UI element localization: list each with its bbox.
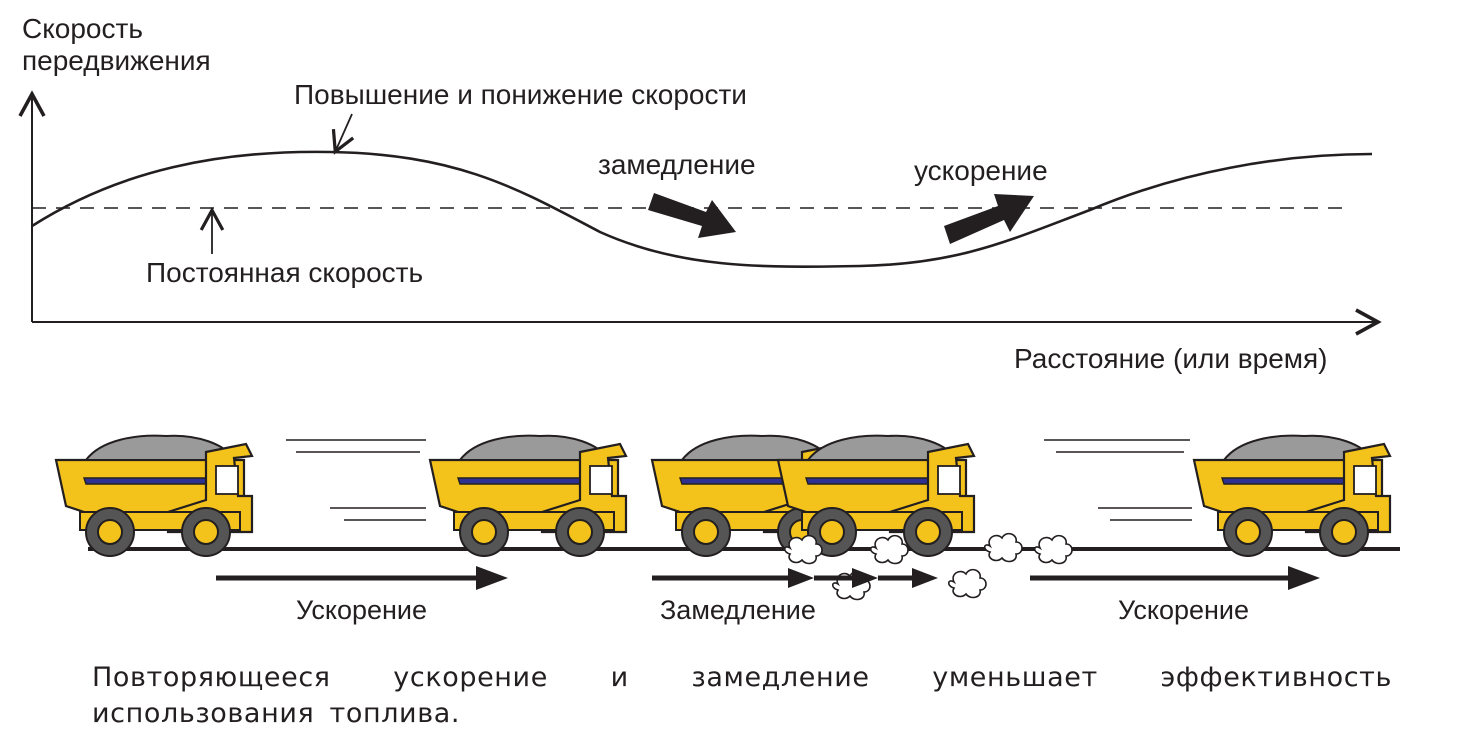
dust-puff <box>783 534 823 565</box>
dust-puff <box>869 534 909 565</box>
curve-label: Повышение и понижение скорости <box>294 79 747 110</box>
truck-1 <box>54 434 254 558</box>
phase-arrows <box>216 566 1320 590</box>
decel-arrow-icon <box>648 193 736 238</box>
dust-puff <box>1033 534 1073 565</box>
phase-label-decel: Замедление <box>660 595 816 625</box>
phase-label-accel-2: Ускорение <box>1118 595 1250 625</box>
y-axis-label-line1: Скорость <box>22 13 143 44</box>
x-axis-label: Расстояние (или время) <box>1014 343 1328 374</box>
dust-puff <box>947 568 987 599</box>
motion-lines <box>286 439 1192 521</box>
accel-arrow-icon <box>944 194 1034 244</box>
truck-2 <box>428 434 628 558</box>
y-axis-label-line2: передвижения <box>22 45 211 76</box>
curve-label-pointer <box>331 113 355 155</box>
speed-curve <box>31 150 1373 268</box>
accel-label: ускорение <box>914 155 1048 186</box>
decel-label: замедление <box>598 149 756 180</box>
caption: Повторяющееся ускорение и замедление уме… <box>92 662 1392 729</box>
constant-label: Постоянная скорость <box>146 257 424 288</box>
truck-5 <box>1192 434 1392 558</box>
dust-puff <box>983 532 1023 563</box>
phase-label-accel-1: Ускорение <box>296 595 428 625</box>
